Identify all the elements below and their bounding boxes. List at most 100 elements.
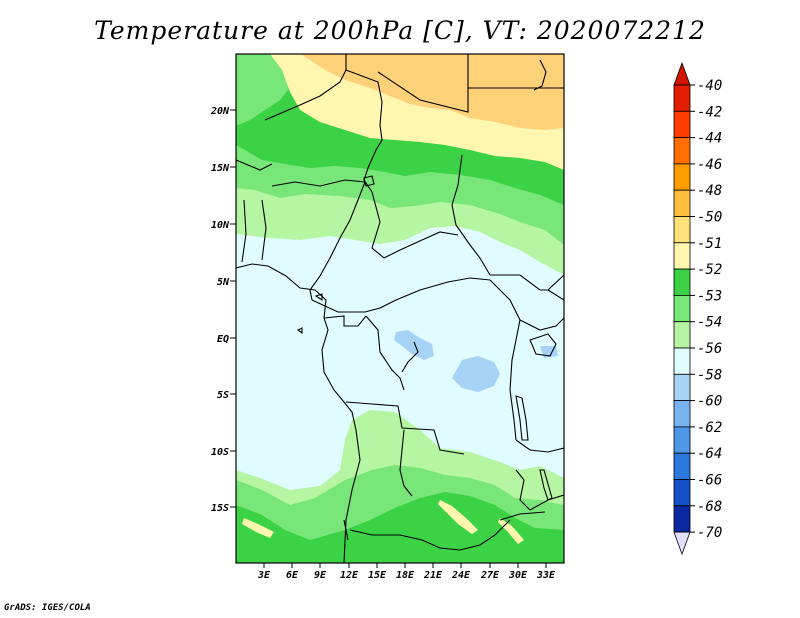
lat-label-15n: 15N (211, 163, 230, 174)
zambezi-trace (499, 511, 546, 521)
coastline-west-africa (236, 263, 361, 563)
border-burkina (236, 159, 273, 171)
field-band-yellow-orange (300, 54, 564, 130)
lon-axis (263, 563, 547, 568)
country-borders (236, 54, 564, 563)
lat-label-5n: 5N (217, 277, 230, 288)
temperature-field (236, 54, 564, 563)
colorbar-top-arrow (673, 61, 691, 86)
field-streak-yellow-s (438, 500, 478, 534)
field-streak-yellow-sw (242, 518, 274, 538)
border-drc-east (489, 279, 521, 441)
border-namibia-angola (343, 519, 349, 541)
colorbar-swatch-3 (673, 163, 691, 191)
colorbar-swatch-12 (673, 400, 691, 428)
island-sao-tome (296, 327, 303, 335)
lon-label-21e: 21E (423, 570, 443, 581)
colorbar-label-11: -58 (697, 367, 722, 383)
colorbar-label-6: -51 (697, 236, 722, 252)
colorbar-swatch-2 (673, 137, 691, 165)
lon-label-12e: 12E (340, 570, 359, 581)
colorbar-swatch-16 (673, 505, 691, 533)
lat-label-eq: EQ (217, 334, 229, 345)
lon-label-33e: 33E (536, 570, 556, 581)
grads-credit: GrADS: IGES/COLA (4, 603, 91, 613)
island-bioko (314, 293, 323, 302)
colorbar-swatch-7 (673, 268, 691, 296)
border-sudan-south (490, 274, 564, 291)
colorbar-label-4: -48 (697, 183, 722, 199)
lon-label-24e: 24E (451, 570, 471, 581)
border-chad-sudan (451, 154, 491, 276)
lat-axis (230, 109, 236, 508)
border-chad-car (371, 191, 459, 259)
colorbar: -40 -42 -44 -46 -48 -50 -51 -52 -53 -54 -56 -58 -60 -… (673, 61, 722, 556)
lon-label-30e: 30E (508, 570, 528, 581)
congo-river-trace (401, 341, 419, 373)
colorbar-swatch-8 (673, 294, 691, 323)
colorbar-label-1: -42 (697, 104, 722, 120)
lon-label-3e: 3E (257, 570, 271, 581)
colorbar-label-10: -56 (697, 341, 722, 357)
colorbar-label-15: -66 (697, 473, 722, 489)
lat-label-10s: 10S (211, 447, 229, 458)
border-mali-niger (264, 104, 301, 121)
border-tanzania (515, 439, 564, 453)
border-ghana (241, 199, 247, 263)
colorbar-swatch-15 (673, 479, 691, 507)
colorbar-swatch-4 (673, 189, 691, 217)
border-benin-togo (261, 199, 267, 261)
colorbar-swatch-1 (673, 110, 691, 139)
colorbar-label-2: -44 (697, 131, 722, 147)
colorbar-label-16: -68 (697, 499, 722, 515)
colorbar-label-9: -54 (697, 315, 722, 331)
colorbar-swatch-10 (673, 347, 691, 375)
colorbar-bottom-arrow (673, 531, 691, 556)
border-angola-zambia (399, 429, 413, 497)
map-title: Temperature at 200hPa [C], VT: 202007221… (94, 16, 706, 45)
colorbar-label-7: -52 (697, 262, 722, 278)
border-malawi (515, 469, 531, 511)
border-car-congo (311, 277, 491, 313)
lat-label-10n: 10N (211, 220, 230, 231)
lon-label-6e: 6E (286, 570, 299, 581)
map-frame (235, 53, 565, 564)
lake-chad (363, 175, 375, 187)
colorbar-label-0: -40 (697, 78, 722, 94)
lake-victoria (529, 333, 557, 357)
colorbar-label-5: -50 (697, 210, 722, 226)
border-north (345, 54, 383, 193)
border-kenya-somalia (547, 289, 564, 301)
border-cameroon (309, 181, 366, 301)
border-zambia-south (349, 519, 511, 551)
colorbar-swatch-5 (673, 216, 691, 244)
lake-tanganyika (515, 395, 529, 441)
border-drc-angola (345, 401, 465, 455)
colorbar-swatch-9 (673, 321, 691, 349)
lat-label-20n: 20N (210, 106, 230, 117)
border-niger-west (299, 69, 347, 106)
lake-malawi (539, 469, 553, 501)
colorbar-label-13: -62 (697, 420, 722, 436)
colorbar-label-12: -60 (697, 394, 722, 410)
border-uganda-kenya (519, 317, 564, 331)
lon-label-27e: 27E (480, 570, 500, 581)
lon-label-9e: 9E (314, 570, 327, 581)
colorbar-swatch-13 (673, 426, 691, 454)
border-gabon (323, 315, 367, 327)
border-libya-chad (377, 54, 469, 113)
colorbar-swatch-6 (673, 242, 691, 270)
lat-label-5s: 5S (217, 390, 229, 401)
colorbar-label-3: -46 (697, 157, 722, 173)
lat-label-15s: 15S (211, 503, 229, 514)
lon-tick-labels: 3E 6E 9E 12E 15E 18E 21E 24E 27E 30E 33E (257, 570, 556, 581)
colorbar-label-8: -53 (697, 288, 722, 304)
lake-tana-region (533, 59, 547, 91)
field-patch-cold-congo-east (452, 356, 500, 392)
lon-label-15e: 15E (368, 570, 387, 581)
field-patch-cold-congo-west (394, 330, 434, 360)
colorbar-swatch-0 (673, 84, 691, 112)
lat-tick-labels: 20N 15N 10N 5N EQ 5S 10S 15S (210, 106, 230, 514)
field-band-dark-green-south (236, 492, 564, 563)
